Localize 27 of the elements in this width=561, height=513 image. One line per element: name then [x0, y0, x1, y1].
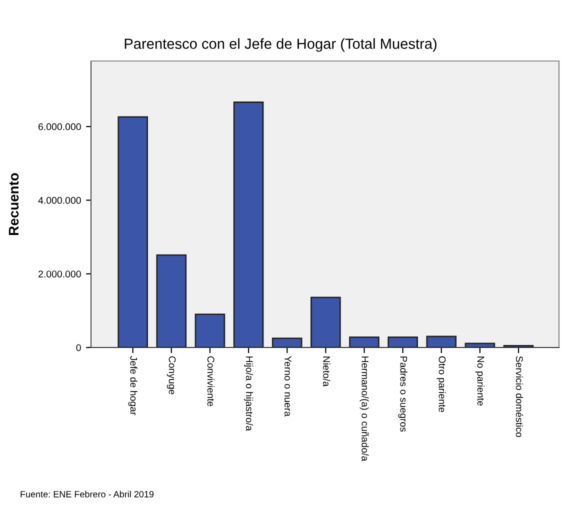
y-tick-label: 4.000.000	[38, 196, 81, 204]
x-tick-label: Servicio doméstico	[516, 356, 524, 438]
bar	[310, 296, 341, 348]
y-tick-label: 0	[76, 344, 81, 352]
chart-title: Parentesco con el Jefe de Hogar (Total Muestra)	[124, 38, 436, 52]
source-note: Fuente: ENE Febrero - Abril 2019	[20, 490, 154, 498]
x-tick-label: Hermano/(a) o cuñado/a	[360, 356, 369, 462]
bar	[426, 336, 457, 348]
x-tick-label: Padres o suegros	[398, 356, 408, 432]
y-tick-label: 2.000.000	[38, 270, 81, 278]
bar	[156, 254, 187, 348]
bar	[272, 338, 302, 348]
bar	[233, 102, 264, 348]
bar	[349, 336, 380, 348]
x-tick-label: Hijo/a o hijastro/a	[244, 356, 254, 431]
x-tick-label: Otro pariente	[436, 356, 446, 412]
x-tick-label: Conviviente	[207, 356, 215, 406]
x-tick-label: Conyuge	[166, 356, 176, 394]
y-tick-label: 6.000.000	[38, 123, 81, 130]
x-tick-label: Yerno o nuera	[284, 356, 292, 417]
bar	[194, 314, 226, 348]
bar	[118, 116, 148, 348]
y-axis-title: Recuento	[8, 173, 19, 235]
x-tick-label: No pariente	[475, 356, 484, 406]
x-tick-label: Jefe de hogar	[128, 356, 138, 416]
x-tick-label: Nieto/a	[323, 356, 330, 387]
bar	[388, 336, 418, 348]
